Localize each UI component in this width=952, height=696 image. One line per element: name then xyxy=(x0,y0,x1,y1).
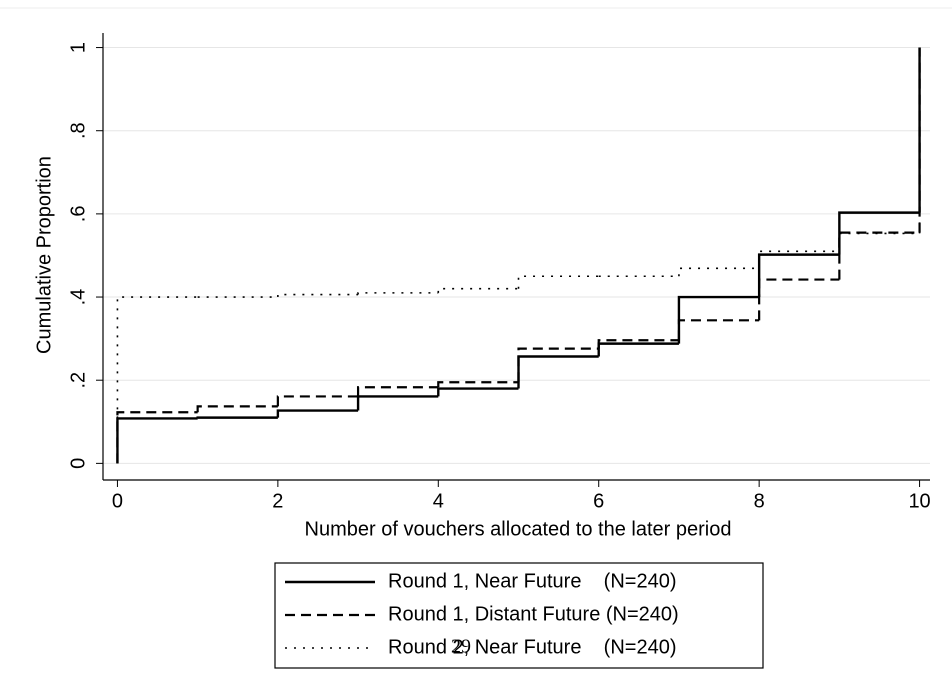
step-segment xyxy=(597,342,679,357)
step-segment xyxy=(196,416,278,419)
x-tick-label: 0 xyxy=(112,490,123,512)
step-segment xyxy=(678,267,760,277)
y-tick-label: .6 xyxy=(67,206,89,223)
step-segment xyxy=(277,293,359,298)
step-segment xyxy=(116,417,198,464)
step-segment xyxy=(597,339,679,349)
step-segment xyxy=(196,405,278,413)
step-segment xyxy=(116,411,198,464)
step-segment xyxy=(437,387,519,397)
step-segment xyxy=(116,296,198,464)
step-segment xyxy=(517,275,599,289)
step-segment xyxy=(517,347,599,383)
x-axis-label: Number of vouchers allocated to the late… xyxy=(305,518,732,540)
step-segment xyxy=(758,278,840,321)
x-tick-label: 10 xyxy=(908,490,930,512)
legend-label: Round 1, Distant Future (N=240) xyxy=(388,603,679,625)
step-segment xyxy=(276,409,359,418)
y-axis-label: Cumulative Proportion xyxy=(33,156,55,354)
legend-box xyxy=(274,562,764,669)
step-segment xyxy=(437,381,519,388)
step-segment xyxy=(677,319,760,341)
step-segment xyxy=(757,253,840,298)
y-tick-label: 0 xyxy=(67,458,89,469)
step-segment xyxy=(356,395,439,411)
y-tick-label: 1 xyxy=(67,42,89,53)
step-segment xyxy=(517,355,599,389)
y-tick-label: .2 xyxy=(67,372,89,389)
x-tick-label: 2 xyxy=(272,490,283,512)
x-tick-label: 4 xyxy=(433,490,444,512)
y-tick-label: .4 xyxy=(67,289,89,306)
step-segment xyxy=(357,292,439,295)
y-tick-label: .8 xyxy=(67,122,89,139)
legend-label: Round 1, Near Future (N=240) xyxy=(388,570,676,592)
step-segment xyxy=(838,231,920,280)
step-segment xyxy=(838,232,920,252)
step-segment xyxy=(437,287,519,293)
step-segment xyxy=(356,386,439,397)
x-tick-label: 8 xyxy=(754,490,765,512)
x-tick-label: 6 xyxy=(593,490,604,512)
legend-label: Round 2, Near Future (N=240) xyxy=(388,636,676,658)
step-segment xyxy=(276,395,359,407)
step-segment xyxy=(677,295,760,344)
page-number: 29 xyxy=(451,636,471,658)
